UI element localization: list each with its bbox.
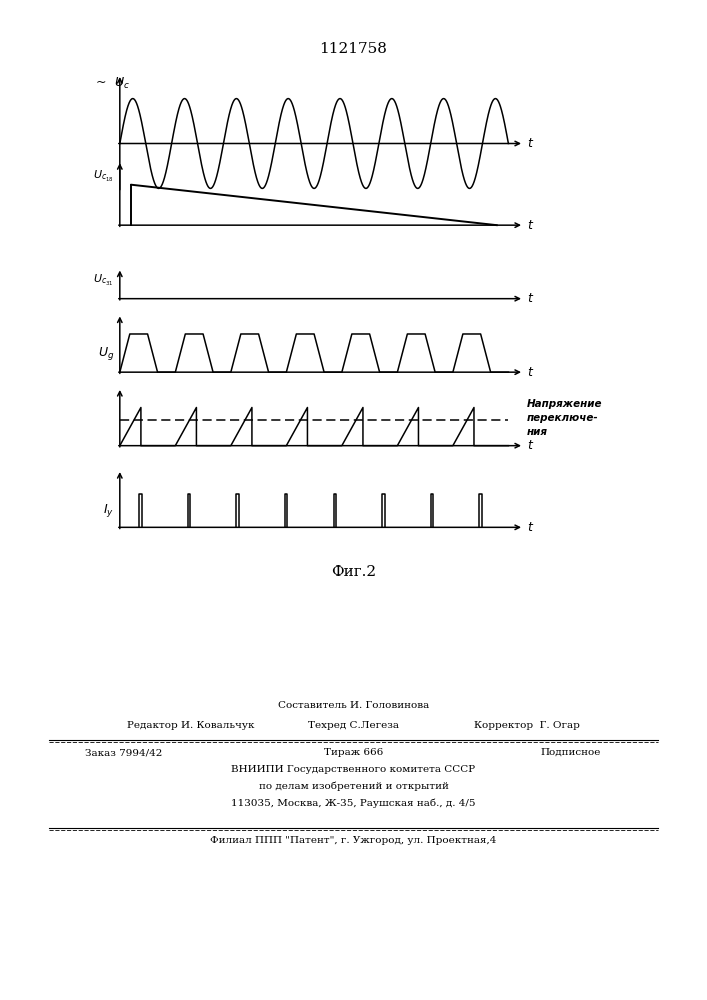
- Text: Составитель И. Головинова: Составитель И. Головинова: [278, 701, 429, 710]
- Text: Напряжение: Напряжение: [527, 399, 602, 409]
- Text: ВНИИПИ Государственного комитета СССР: ВНИИПИ Государственного комитета СССР: [231, 765, 476, 774]
- Text: Тираж 666: Тираж 666: [324, 748, 383, 757]
- Text: ния: ния: [527, 427, 548, 437]
- Text: $U_{c_{31}}$: $U_{c_{31}}$: [93, 273, 114, 288]
- Text: ~: ~: [95, 76, 106, 89]
- Text: $t$: $t$: [527, 292, 534, 305]
- Text: $t$: $t$: [527, 219, 534, 232]
- Text: Техред С.Легеза: Техред С.Легеза: [308, 721, 399, 730]
- Text: Фиг.2: Фиг.2: [331, 565, 376, 579]
- Text: Заказ 7994/42: Заказ 7994/42: [85, 748, 162, 757]
- Text: Корректор  Г. Огар: Корректор Г. Огар: [474, 721, 580, 730]
- Text: по делам изобретений и открытий: по делам изобретений и открытий: [259, 782, 448, 791]
- Text: 113035, Москва, Ж-35, Раушская наб., д. 4/5: 113035, Москва, Ж-35, Раушская наб., д. …: [231, 798, 476, 808]
- Text: $t$: $t$: [527, 439, 534, 452]
- Text: Филиал ППП "Патент", г. Ужгород, ул. Проектная,4: Филиал ППП "Патент", г. Ужгород, ул. Про…: [210, 836, 497, 845]
- Text: $t$: $t$: [527, 521, 534, 534]
- Text: Подписное: Подписное: [541, 748, 601, 757]
- Text: Редактор И. Ковальчук: Редактор И. Ковальчук: [127, 721, 255, 730]
- Text: 1121758: 1121758: [320, 42, 387, 56]
- Text: $U_{c_{18}}$: $U_{c_{18}}$: [93, 169, 114, 184]
- Text: $U_g$: $U_g$: [98, 345, 114, 362]
- Text: $t$: $t$: [527, 137, 534, 150]
- Text: $t$: $t$: [527, 366, 534, 379]
- Text: $I_y$: $I_y$: [103, 502, 114, 519]
- Text: $U_c$: $U_c$: [114, 76, 130, 91]
- Text: переключе-: переключе-: [527, 413, 599, 423]
